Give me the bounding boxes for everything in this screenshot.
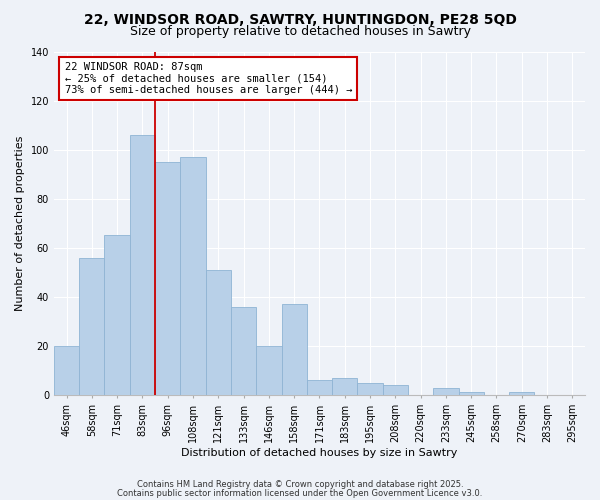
Bar: [458, 392, 484, 395]
Bar: [433, 388, 458, 395]
Text: Contains HM Land Registry data © Crown copyright and database right 2025.: Contains HM Land Registry data © Crown c…: [137, 480, 463, 489]
Bar: [181, 157, 206, 395]
Text: 22 WINDSOR ROAD: 87sqm
← 25% of detached houses are smaller (154)
73% of semi-de: 22 WINDSOR ROAD: 87sqm ← 25% of detached…: [65, 62, 352, 95]
Bar: [383, 385, 408, 395]
Bar: [206, 270, 231, 395]
Bar: [256, 346, 281, 395]
Bar: [79, 258, 104, 395]
Bar: [155, 162, 181, 395]
Bar: [54, 346, 79, 395]
Bar: [332, 378, 358, 395]
Bar: [231, 306, 256, 395]
Bar: [104, 236, 130, 395]
Bar: [358, 382, 383, 395]
Bar: [130, 135, 155, 395]
Bar: [307, 380, 332, 395]
Y-axis label: Number of detached properties: Number of detached properties: [15, 136, 25, 311]
Text: 22, WINDSOR ROAD, SAWTRY, HUNTINGDON, PE28 5QD: 22, WINDSOR ROAD, SAWTRY, HUNTINGDON, PE…: [83, 12, 517, 26]
Bar: [281, 304, 307, 395]
Text: Contains public sector information licensed under the Open Government Licence v3: Contains public sector information licen…: [118, 488, 482, 498]
Bar: [509, 392, 535, 395]
Text: Size of property relative to detached houses in Sawtry: Size of property relative to detached ho…: [130, 25, 470, 38]
X-axis label: Distribution of detached houses by size in Sawtry: Distribution of detached houses by size …: [181, 448, 458, 458]
